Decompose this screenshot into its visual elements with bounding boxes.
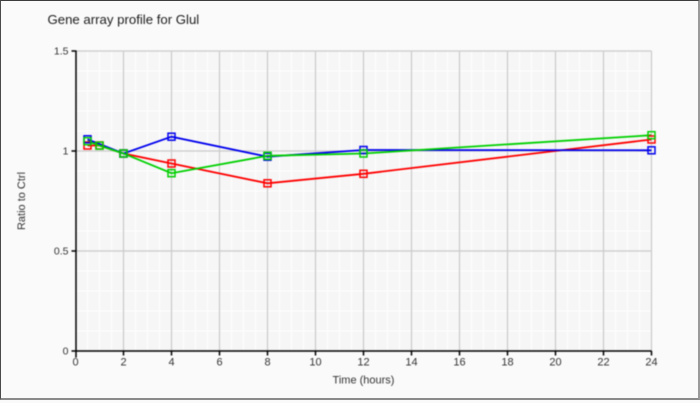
svg-text:16: 16: [453, 357, 465, 369]
svg-text:Ratio to Ctrl: Ratio to Ctrl: [16, 172, 28, 230]
svg-text:6: 6: [216, 357, 222, 369]
svg-text:12: 12: [357, 357, 369, 369]
svg-text:1.5: 1.5: [54, 46, 69, 58]
svg-text:1: 1: [63, 146, 69, 158]
svg-text:24: 24: [645, 357, 657, 369]
svg-text:4: 4: [168, 357, 174, 369]
svg-text:14: 14: [405, 357, 417, 369]
svg-text:18: 18: [501, 357, 513, 369]
svg-text:Time (hours): Time (hours): [333, 375, 395, 387]
svg-text:22: 22: [597, 357, 609, 369]
svg-text:20: 20: [549, 357, 561, 369]
svg-text:2: 2: [120, 357, 126, 369]
svg-text:8: 8: [264, 357, 270, 369]
svg-text:10: 10: [309, 357, 321, 369]
svg-text:0: 0: [72, 357, 78, 369]
svg-text:0.5: 0.5: [54, 246, 69, 258]
svg-text:0: 0: [63, 346, 69, 358]
svg-text:Gene array profile for Glul: Gene array profile for Glul: [48, 12, 200, 27]
